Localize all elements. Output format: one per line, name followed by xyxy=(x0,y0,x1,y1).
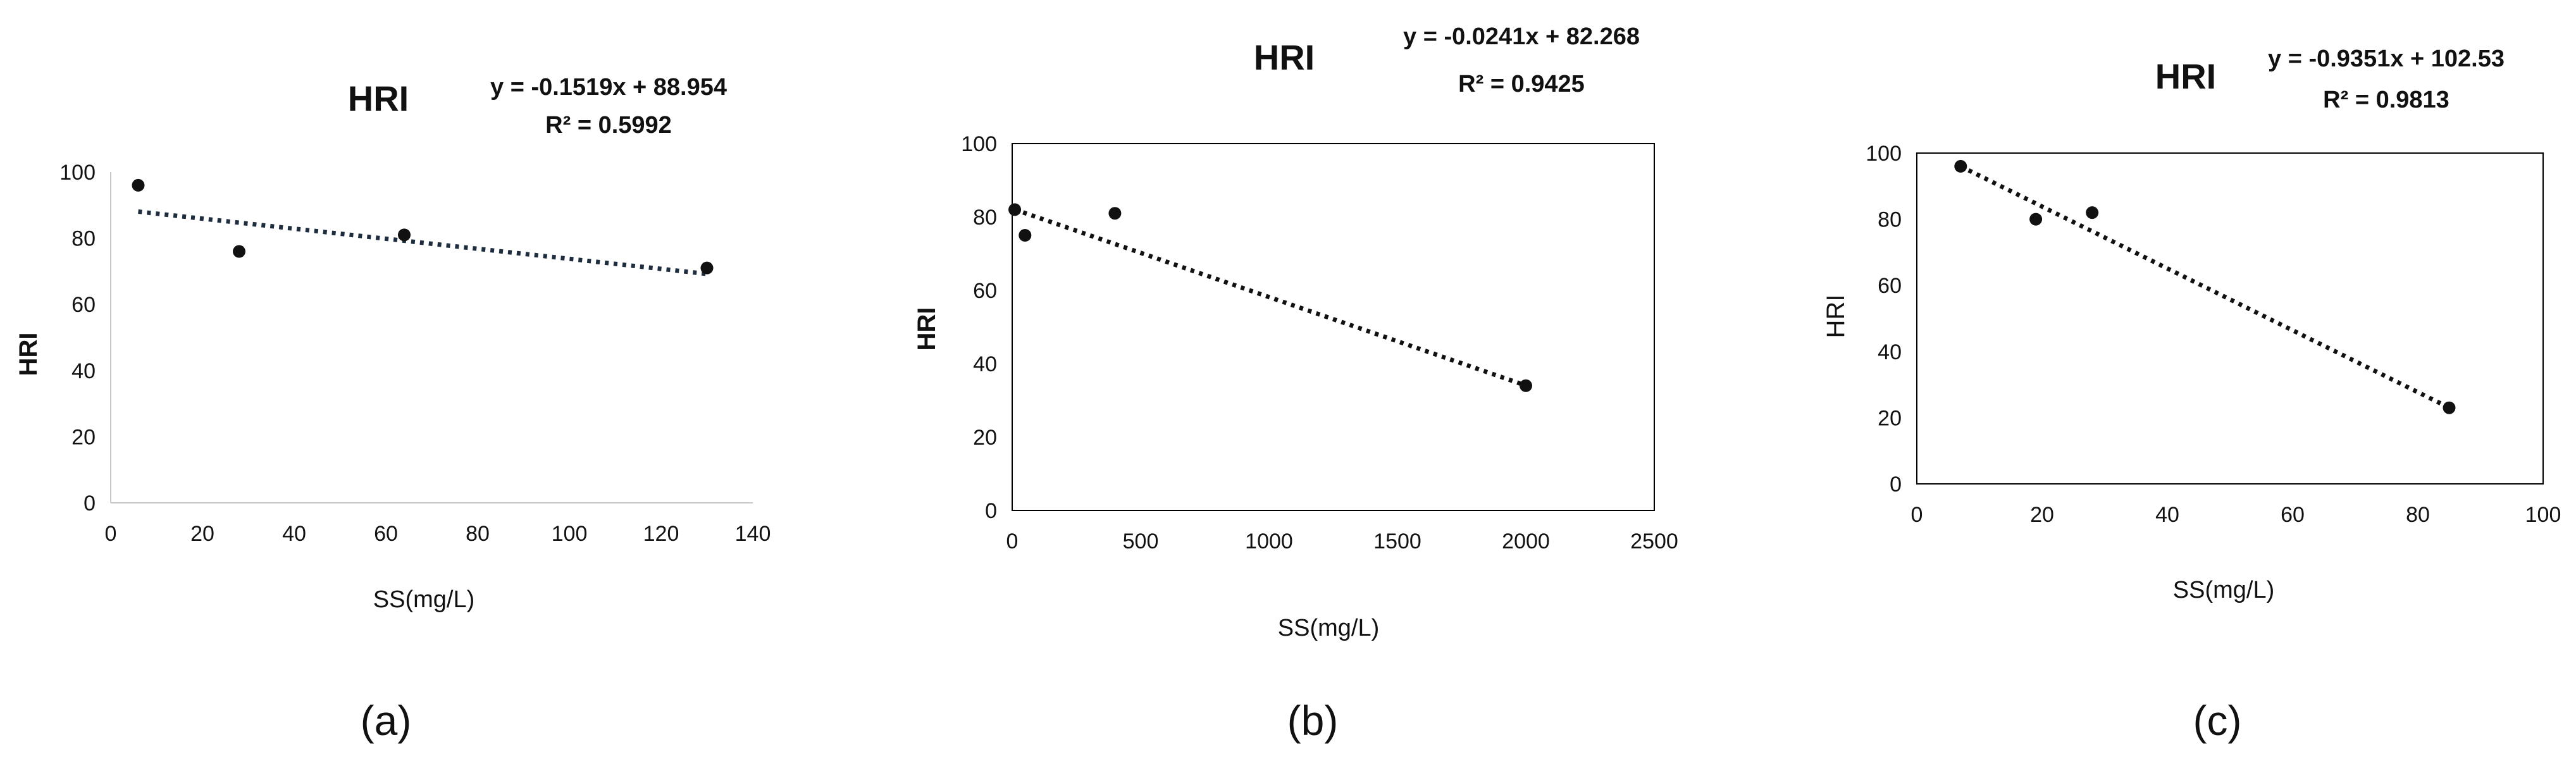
data-point xyxy=(398,228,411,242)
data-point xyxy=(700,261,714,275)
x-tick-label: 20 xyxy=(2030,503,2054,527)
chart-c-ylabel: HRI xyxy=(1822,295,1850,338)
y-tick-label: 0 xyxy=(84,491,96,516)
y-tick-label: 60 xyxy=(973,279,997,303)
data-point xyxy=(2086,206,2099,219)
data-point xyxy=(2443,401,2456,414)
x-tick-label: 2500 xyxy=(1630,529,1678,553)
y-tick-label: 80 xyxy=(973,206,997,230)
x-tick-label: 80 xyxy=(2406,503,2430,527)
chart-b: HRI y = -0.0241x + 82.268 R² = 0.9425 HR… xyxy=(913,23,1678,744)
y-tick-label: 100 xyxy=(1866,142,1902,166)
x-tick-label: 20 xyxy=(190,522,214,546)
chart-a-xlabel: SS(mg/L) xyxy=(373,586,474,613)
x-tick-label: 0 xyxy=(1911,503,1923,527)
x-tick-label: 40 xyxy=(282,522,306,546)
y-tick-label: 80 xyxy=(1878,208,1902,232)
chart-c-equation: y = -0.9351x + 102.53 xyxy=(2268,46,2505,72)
chart-a-plot: 0 20 40 60 80 100 120 140 0 20 40 60 80 100 xyxy=(59,161,771,546)
y-tick-label: 100 xyxy=(961,132,997,156)
panel-label-c: (c) xyxy=(2193,697,2242,744)
chart-c-plot: 0 20 40 60 80 100 0 20 40 60 80 100 xyxy=(1866,142,2561,527)
chart-c-title: HRI xyxy=(2155,56,2216,96)
y-tick-label: 60 xyxy=(1878,274,1902,298)
trendline xyxy=(1959,164,2451,410)
chart-c: HRI y = -0.9351x + 102.53 R² = 0.9813 HR… xyxy=(1822,46,2561,744)
chart-b-equation: y = -0.0241x + 82.268 xyxy=(1403,23,1640,50)
x-tick-label: 1500 xyxy=(1373,529,1421,553)
data-point xyxy=(1108,207,1122,220)
chart-a-title: HRI xyxy=(348,78,409,118)
y-tick-label: 40 xyxy=(1878,340,1902,364)
data-point xyxy=(233,245,245,258)
y-tick-label: 40 xyxy=(71,359,96,383)
panel-label-b: (b) xyxy=(1287,697,1339,744)
chart-a-r2: R² = 0.5992 xyxy=(545,112,672,139)
x-tick-label: 40 xyxy=(2155,503,2179,527)
chart-c-xlabel: SS(mg/L) xyxy=(2173,577,2274,603)
plot-frame xyxy=(1916,152,2544,485)
x-tick-label: 500 xyxy=(1123,529,1159,553)
x-tick-label: 100 xyxy=(2525,503,2561,527)
x-tick-label: 1000 xyxy=(1245,529,1293,553)
y-tick-label: 40 xyxy=(973,352,997,376)
y-tick-label: 0 xyxy=(985,499,997,523)
chart-b-plot: 0 500 1000 1500 2000 2500 0 20 40 60 80 100 xyxy=(961,132,1678,553)
chart-b-title: HRI xyxy=(1254,37,1315,77)
x-tick-label: 100 xyxy=(552,522,588,546)
data-point xyxy=(1954,159,1967,173)
chart-c-r2: R² = 0.9813 xyxy=(2323,87,2449,113)
chart-a-equation: y = -0.1519x + 88.954 xyxy=(490,74,727,101)
x-tick-label: 60 xyxy=(374,522,398,546)
chart-b-r2: R² = 0.9425 xyxy=(1458,71,1585,97)
trendline xyxy=(1013,207,1527,388)
chart-a: HRI y = -0.1519x + 88.954 R² = 0.5992 HR… xyxy=(15,74,771,744)
data-point xyxy=(1520,379,1532,392)
x-tick-label: 140 xyxy=(735,522,771,546)
y-tick-label: 20 xyxy=(1878,406,1902,430)
y-tick-label: 80 xyxy=(71,227,96,251)
y-tick-label: 0 xyxy=(1890,472,1902,497)
x-tick-label: 0 xyxy=(105,522,117,546)
y-tick-label: 20 xyxy=(973,426,997,450)
plot-frame xyxy=(1012,143,1655,511)
y-tick-label: 100 xyxy=(59,161,96,185)
data-point xyxy=(132,178,145,192)
panel-label-a: (a) xyxy=(361,697,412,744)
chart-b-ylabel: HRI xyxy=(913,307,941,351)
chart-b-xlabel: SS(mg/L) xyxy=(1278,615,1379,641)
data-point xyxy=(1019,229,1032,242)
trendline xyxy=(138,209,707,276)
data-point xyxy=(2029,213,2043,226)
x-tick-label: 60 xyxy=(2281,503,2305,527)
x-tick-label: 2000 xyxy=(1502,529,1550,553)
x-tick-label: 120 xyxy=(643,522,679,546)
x-tick-label: 80 xyxy=(466,522,490,546)
data-point xyxy=(1008,203,1022,216)
y-tick-label: 60 xyxy=(71,293,96,317)
x-tick-label: 0 xyxy=(1006,529,1019,553)
y-tick-label: 20 xyxy=(71,425,96,449)
chart-a-ylabel: HRI xyxy=(15,333,42,376)
